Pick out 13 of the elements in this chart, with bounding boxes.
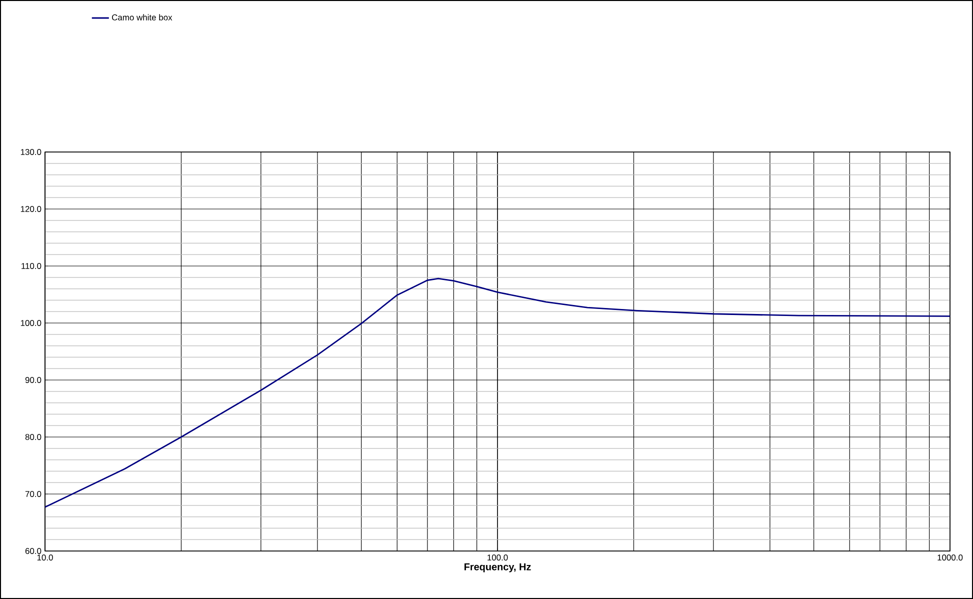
x-tick-label: 1000.0 [938,554,963,561]
y-tick-label: 90.0 [25,377,42,383]
x-tick-label: 10.0 [37,554,53,561]
y-tick-label: 130.0 [20,149,42,155]
x-tick-label: 100.0 [488,554,508,561]
legend-label: Camo white box [112,14,172,20]
x-axis-title: Frequency, Hz [464,563,531,572]
y-tick-label: 100.0 [20,320,42,326]
y-tick-label: 80.0 [25,434,42,440]
y-tick-label: 110.0 [22,263,42,269]
y-tick-label: 60.0 [25,548,42,554]
y-tick-label: 120.0 [20,206,42,212]
y-tick-label: 70.0 [25,491,42,497]
